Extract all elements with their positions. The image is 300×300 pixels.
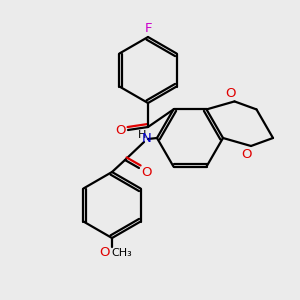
Text: N: N bbox=[142, 133, 152, 146]
Text: CH₃: CH₃ bbox=[112, 248, 132, 258]
Text: H: H bbox=[138, 130, 146, 140]
Text: O: O bbox=[242, 148, 252, 160]
Text: F: F bbox=[144, 22, 152, 34]
Text: O: O bbox=[115, 124, 125, 136]
Text: O: O bbox=[142, 166, 152, 178]
Text: O: O bbox=[225, 87, 236, 100]
Text: O: O bbox=[100, 247, 110, 260]
